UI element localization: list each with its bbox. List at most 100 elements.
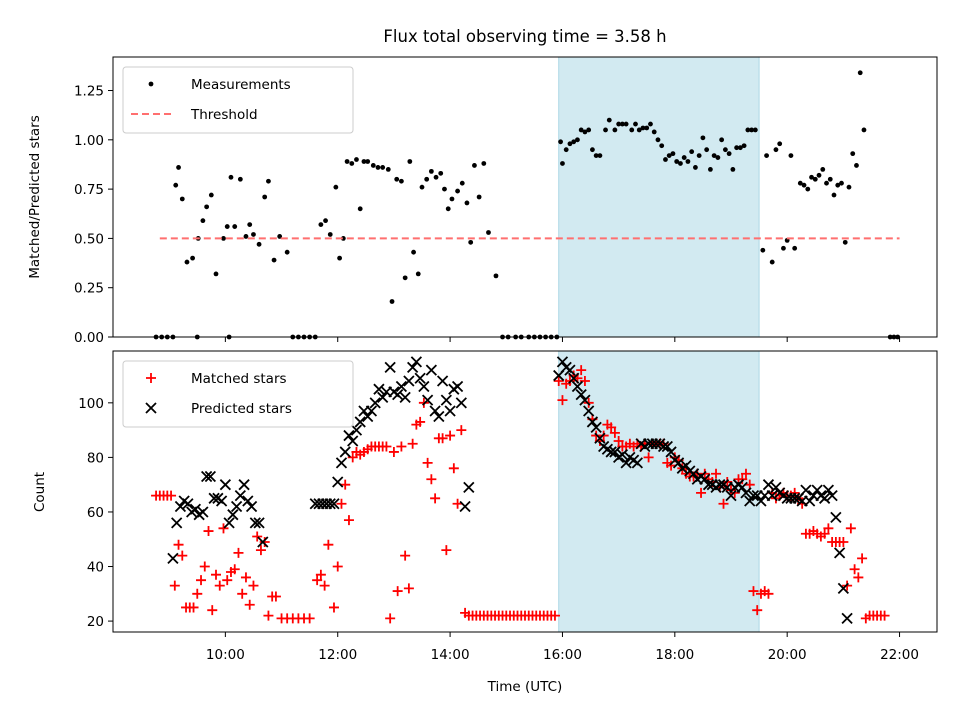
matched-star-marker [166,490,177,501]
matched-star-marker [403,583,414,594]
predicted-star-marker [766,489,778,502]
predicted-star-marker [245,500,258,513]
predicted-star-marker [804,495,816,507]
predicted-star-marker [174,500,187,513]
top-y-tick-label: 0.00 [74,330,104,346]
measurement-point [816,172,822,178]
predicted-star-marker [418,380,430,393]
measurement-point [623,121,629,127]
predicted-star-marker [365,405,378,417]
measurement-point [442,186,447,192]
measurement-point [693,165,698,170]
measurement-point [204,204,210,210]
matched-star-marker [222,575,233,586]
matched-star-marker [415,416,426,427]
matched-star-marker [381,441,392,452]
matched-star-marker [576,365,587,376]
matched-star-marker [207,605,218,616]
x-tick-label: 18:00 [655,647,694,663]
matched-star-marker [218,523,229,534]
matched-star-marker [789,487,800,498]
predicted-star-marker [463,481,475,494]
matched-star-marker [169,580,180,591]
predicted-star-marker [620,457,632,469]
measurement-point [476,194,482,200]
predicted-star-marker [440,394,452,406]
matched-star-marker [711,468,722,479]
predicted-star-marker [740,487,752,499]
matched-star-marker [214,580,225,591]
predicted-star-marker [425,364,438,376]
measurement-point [394,176,400,182]
bottom-y-tick-label: 100 [78,396,104,412]
matched-star-marker [188,602,199,613]
predicted-star-marker [219,479,232,491]
matched-star-marker [643,452,654,463]
matched-star-marker [319,580,330,591]
measurement-point [190,255,195,261]
measurement-point [590,147,595,153]
predicted-star-marker [744,495,756,507]
measurement-point [558,139,563,145]
predicted-star-marker [837,582,850,594]
measurement-point [327,232,333,237]
measurement-point [722,147,728,153]
matched-star-marker [838,536,849,547]
bottom-y-tick-label: 40 [87,560,104,576]
top-y-tick-label: 1.00 [74,133,104,149]
predicted-star-marker [665,446,677,458]
predicted-star-marker [714,479,726,491]
predicted-star-marker [227,509,239,521]
legend-entry-label: Predicted stars [191,401,292,417]
measurement-point [651,129,657,135]
predicted-star-marker [208,492,220,504]
matched-star-marker [748,586,759,597]
x-tick-label: 22:00 [880,647,919,663]
measurement-point [734,145,740,151]
predicted-star-marker [736,481,748,494]
matched-star-marker [336,498,347,509]
measurement-point [262,194,268,200]
bottom-y-tick-label: 20 [87,614,104,630]
measurement-point [445,206,451,212]
predicted-star-marker [436,375,449,387]
measurement-point [493,273,499,279]
matched-star-marker [304,613,315,624]
predicted-star-marker [362,410,374,423]
measurement-point [200,218,206,224]
predicted-star-marker [594,432,606,444]
measurement-point [689,149,695,155]
predicted-star-marker [583,405,595,417]
measurement-point [644,125,650,131]
measurement-point [284,249,290,255]
measurement-point [424,176,430,182]
matched-star-marker [392,586,403,597]
matched-star-marker [430,493,441,504]
measurement-point [854,163,859,168]
predicted-star-marker [230,500,243,513]
predicted-star-marker [789,492,801,504]
predicted-star-marker [833,547,846,559]
measurement-point [745,127,751,133]
measurement-point [805,186,811,192]
measurement-point [266,178,271,184]
measurement-point [737,145,743,151]
matched-star-marker [252,531,263,542]
measurement-point [459,180,465,186]
predicted-star-marker [167,552,179,564]
measurement-point [696,153,702,158]
measurement-point [340,236,346,241]
measurement-point [323,218,328,224]
top-y-tick-label: 1.25 [74,84,104,100]
matched-star-marker [426,474,437,485]
bottom-legend-box [122,360,354,428]
predicted-star-marker [335,457,348,469]
x-axis-label: Time (UTC) [487,679,563,695]
measurement-point [809,174,814,180]
bottom-legend: Matched stars Predicted stars [122,360,354,428]
predicted-star-marker [841,612,853,624]
matched-star-marker [343,515,354,526]
measurement-point [597,153,603,158]
predicted-star-marker [575,389,587,401]
measurement-point [407,159,413,164]
